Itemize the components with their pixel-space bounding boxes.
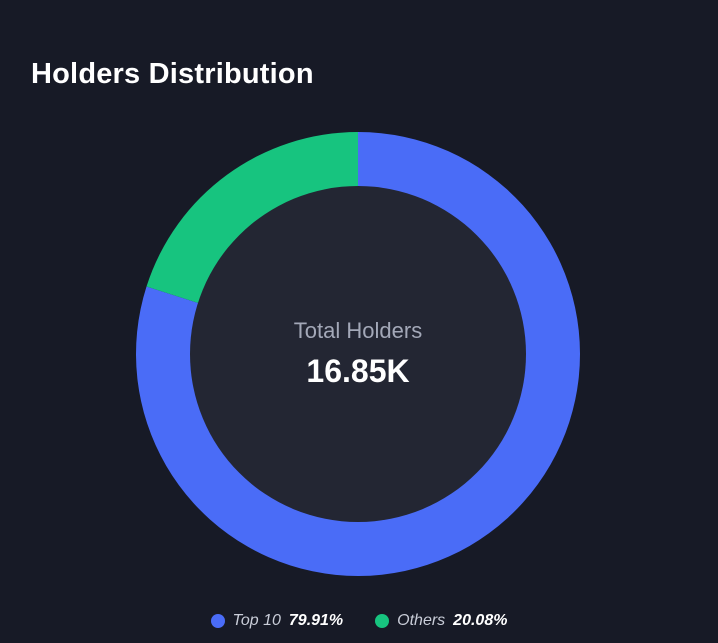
total-holders-label: Total Holders	[293, 318, 423, 343]
legend-percent-others: 20.08%	[453, 612, 508, 629]
legend-item-others[interactable]: Others 20.08%	[375, 612, 507, 630]
legend-label-top10: Top 10	[232, 612, 281, 629]
legend-percent-top10: 79.91%	[288, 612, 344, 629]
legend-dot-top10	[210, 614, 225, 628]
total-holders-value: 16.85K	[306, 353, 410, 389]
chart-title: Holders Distribution	[31, 58, 314, 90]
legend-item-top10[interactable]: Top 10 79.91%	[210, 612, 344, 630]
legend-dot-others	[375, 614, 390, 628]
donut-hole	[190, 186, 526, 522]
legend-label-others: Others	[397, 612, 446, 629]
chart-legend: Top 10 79.91% Others 20.08%	[0, 612, 718, 630]
